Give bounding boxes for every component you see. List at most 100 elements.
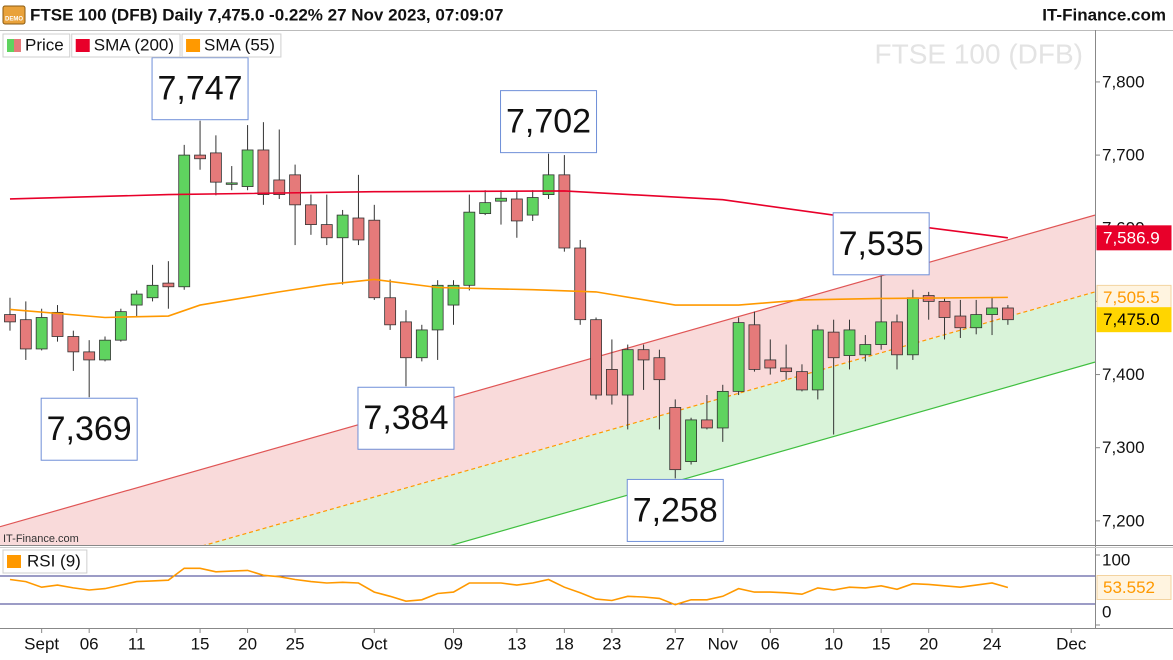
candle-body <box>146 284 159 299</box>
candle-body <box>336 214 349 239</box>
candle-body <box>685 419 697 463</box>
x-tick-label: Nov <box>708 634 739 653</box>
y-tick-label: 7,400 <box>1102 365 1145 384</box>
candle-body <box>669 407 682 471</box>
x-tick-label: 13 <box>507 634 526 653</box>
x-tick-label: 27 <box>666 634 685 653</box>
y-tick-label: 7,700 <box>1102 146 1145 165</box>
x-tick-label: Oct <box>361 634 388 653</box>
x-tick-label: 23 <box>602 634 621 653</box>
candle-body <box>209 152 222 183</box>
annotation-label: 7,747 <box>158 70 243 108</box>
candle-body <box>495 197 507 202</box>
candle-body <box>400 321 412 359</box>
candle-body <box>875 321 888 345</box>
last-value-box <box>1096 225 1172 251</box>
candle-body <box>130 293 143 306</box>
channel-upper-fill <box>0 215 1095 545</box>
candle-body <box>859 344 872 356</box>
brand: IT-Finance.com <box>1042 5 1166 24</box>
rsi-plot <box>0 567 1095 606</box>
last-value-box <box>1096 575 1172 601</box>
last-value-box <box>1096 307 1172 333</box>
candle-body <box>621 349 634 396</box>
candle-body <box>732 322 745 392</box>
annotation-box <box>832 212 930 276</box>
rsi-line <box>9 567 1009 606</box>
legend-entry <box>2 549 88 574</box>
candle-body <box>574 247 587 321</box>
candle-body <box>510 198 523 222</box>
candle-body <box>241 149 254 187</box>
candle-body <box>827 331 840 359</box>
legend-swatch <box>14 39 21 52</box>
legend-label: SMA (200) <box>94 35 174 54</box>
legend-entry <box>71 33 181 58</box>
candle-body <box>114 311 127 341</box>
legend-swatch <box>7 555 21 568</box>
header-title: FTSE 100 (DFB) Daily 7,475.0 -0.22% 27 N… <box>30 5 503 24</box>
legend-label: SMA (55) <box>204 35 275 54</box>
candle-body <box>447 284 460 306</box>
candle-body <box>637 349 650 361</box>
legend-label: RSI (9) <box>27 551 81 570</box>
watermark: FTSE 100 (DFB) <box>875 38 1083 69</box>
candle-body <box>225 182 238 185</box>
legend-entry <box>181 33 282 58</box>
candle-body <box>320 224 333 239</box>
x-tick-label: 15 <box>872 634 891 653</box>
candle-body <box>891 321 903 356</box>
annotation-label: 7,369 <box>47 410 132 448</box>
annotation-box <box>626 478 724 542</box>
x-tick-label: 25 <box>286 634 305 653</box>
annotation-box <box>151 57 249 121</box>
annotation-label: 7,384 <box>363 399 448 437</box>
candle-body <box>431 284 444 331</box>
x-tick-label: 20 <box>238 634 257 653</box>
candle-body <box>305 204 317 225</box>
candle-body <box>716 390 729 429</box>
candle-body <box>289 174 301 206</box>
source: IT-Finance.com <box>3 533 79 545</box>
y-tick-label: 7,800 <box>1102 72 1145 91</box>
candle-body <box>51 311 64 337</box>
legend-swatch <box>186 39 201 52</box>
y-tick-label: 7,200 <box>1102 511 1145 530</box>
candle-body <box>99 339 111 361</box>
annotation-box <box>40 397 138 461</box>
candle-body <box>811 329 824 391</box>
candle-body <box>194 154 206 160</box>
candle-body <box>415 329 428 359</box>
candle-body <box>273 179 286 195</box>
y-tick-label: 100 <box>1102 550 1130 569</box>
candle-body <box>257 149 270 195</box>
demo-text: DEMO <box>5 17 23 23</box>
candle-body <box>162 282 175 288</box>
annotation-label: 7,702 <box>506 103 591 141</box>
demo-icon <box>2 5 26 25</box>
candle-body <box>970 314 983 329</box>
candle-body <box>67 336 80 353</box>
annotation-label: 7,258 <box>633 491 718 529</box>
candle-body <box>906 297 919 356</box>
legend-swatch <box>75 39 90 52</box>
x-tick-label: 11 <box>128 634 146 653</box>
last-value-label: 53.552 <box>1103 578 1155 597</box>
candle-body <box>764 359 777 369</box>
candle-body <box>954 315 967 329</box>
candle-body <box>590 319 602 396</box>
candle-body <box>938 300 951 318</box>
annotation-box <box>500 90 598 154</box>
y-tick-label: 0 <box>1102 602 1111 621</box>
candle-body <box>368 219 381 299</box>
candle-body <box>4 314 16 323</box>
annotation-box <box>357 386 455 450</box>
candle-body <box>19 319 32 350</box>
legend-swatch <box>7 39 14 52</box>
legend-label: Price <box>25 35 64 54</box>
x-tick-label: 06 <box>761 634 780 653</box>
candle-body <box>178 154 191 288</box>
candle-body <box>542 174 555 195</box>
x-tick-label: 15 <box>191 634 210 653</box>
